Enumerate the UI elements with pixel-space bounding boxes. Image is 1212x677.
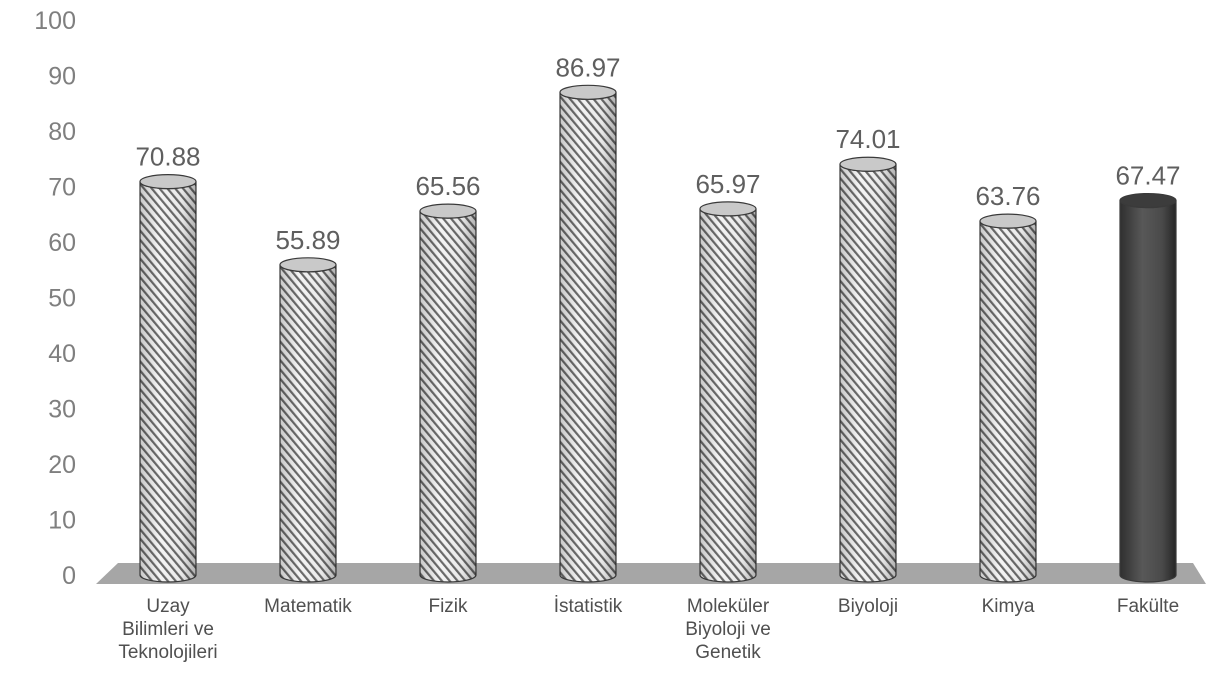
y-tick-label: 50 bbox=[48, 285, 76, 313]
bar-top-cap bbox=[1119, 192, 1177, 209]
bar-shading bbox=[140, 181, 196, 582]
bar-top-cap bbox=[419, 203, 477, 219]
bar-cylinder bbox=[559, 84, 617, 583]
bar-value-label: 65.97 bbox=[695, 169, 760, 199]
category-label: Fakülte bbox=[1117, 596, 1179, 617]
bar-value-label: 67.47 bbox=[1115, 161, 1180, 191]
y-tick-label: 60 bbox=[48, 229, 76, 257]
bar-body bbox=[1119, 200, 1177, 583]
bar-cylinder bbox=[1119, 192, 1177, 583]
category-label: İstatistik bbox=[554, 596, 623, 617]
y-tick-label: 70 bbox=[48, 174, 76, 202]
category-label: Kimya bbox=[982, 596, 1035, 617]
y-tick-label: 0 bbox=[62, 562, 76, 590]
bar-cylinder bbox=[139, 174, 197, 583]
bar-value-label: 55.89 bbox=[275, 225, 340, 255]
bar-shading bbox=[280, 264, 336, 582]
y-tick-label: 20 bbox=[48, 451, 76, 479]
bar-value-label: 65.56 bbox=[415, 171, 480, 201]
bar-value-label: 63.76 bbox=[975, 181, 1040, 211]
bar-top-cap bbox=[979, 213, 1037, 229]
bar-cylinder bbox=[419, 203, 477, 583]
y-tick-label: 100 bbox=[34, 7, 76, 35]
category-label: Uzay Bilimleri ve Teknolojileri bbox=[118, 596, 217, 663]
y-tick-label: 80 bbox=[48, 118, 76, 146]
bar-shading bbox=[560, 92, 616, 582]
bar-top-cap bbox=[139, 174, 197, 190]
bar-shading bbox=[980, 221, 1036, 582]
bar-top-cap bbox=[559, 84, 617, 100]
bar-value-label: 86.97 bbox=[555, 52, 620, 82]
bar-value-label: 70.88 bbox=[135, 142, 200, 172]
category-label: Fizik bbox=[428, 596, 468, 617]
bar-shading bbox=[420, 211, 476, 582]
bar-cylinder bbox=[699, 201, 757, 583]
bar-top-cap bbox=[699, 201, 757, 217]
bar-cylinder bbox=[279, 257, 337, 583]
bar-top-cap bbox=[279, 257, 337, 273]
bar-cylinder bbox=[839, 156, 897, 583]
category-label: Matematik bbox=[264, 596, 352, 617]
chart-floor bbox=[96, 563, 1206, 584]
y-tick-label: 10 bbox=[48, 507, 76, 535]
bar-top-cap bbox=[839, 156, 897, 172]
category-label: Biyoloji bbox=[838, 596, 898, 617]
bar-value-label: 74.01 bbox=[835, 124, 900, 154]
bar-shading bbox=[700, 208, 756, 582]
category-label: Moleküler Biyoloji ve Genetik bbox=[685, 596, 771, 663]
bar-shading bbox=[840, 164, 896, 582]
y-tick-label: 90 bbox=[48, 63, 76, 91]
bar-cylinder bbox=[979, 213, 1037, 583]
y-tick-label: 30 bbox=[48, 396, 76, 424]
y-tick-label: 40 bbox=[48, 340, 76, 368]
